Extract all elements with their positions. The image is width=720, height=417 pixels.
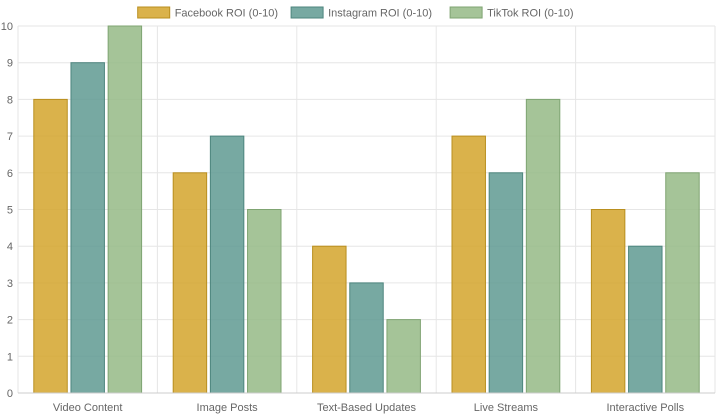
y-tick-label: 7 [7,131,13,143]
bar-facebook-2[interactable] [312,245,347,394]
bar-instagram-0[interactable] [70,62,105,394]
bar-facebook-0[interactable] [33,98,68,394]
bar-facebook-1[interactable] [172,172,208,394]
y-tick-label: 4 [7,241,13,253]
legend-label: Instagram ROI (0-10) [328,8,432,20]
y-tick-label: 3 [7,278,13,290]
legend-item-2[interactable]: TikTok ROI (0-10) [449,6,573,20]
bar-tiktok-2[interactable] [386,319,421,394]
legend-item-0[interactable]: Facebook ROI (0-10) [137,6,278,20]
y-tick-label: 8 [7,94,13,106]
bar-tiktok-4[interactable] [665,172,700,394]
legend-swatch [449,6,483,19]
bar-tiktok-0[interactable] [107,25,143,394]
x-tick-label: Image Posts [197,402,259,414]
x-tick-label: Live Streams [474,402,539,414]
y-tick-label: 0 [7,388,13,400]
legend-swatch [290,6,324,19]
bar-tiktok-3[interactable] [525,98,561,394]
legend-item-1[interactable]: Instagram ROI (0-10) [290,6,432,20]
bar-instagram-1[interactable] [209,135,245,394]
y-tick-label: 10 [1,21,13,33]
y-tick-label: 2 [7,315,13,327]
legend: Facebook ROI (0-10) Instagram ROI (0-10) T… [137,6,573,20]
legend-label: TikTok ROI (0-10) [487,8,573,20]
bar-instagram-2[interactable] [349,282,384,394]
bar-instagram-3[interactable] [488,172,524,394]
legend-swatch [137,6,171,19]
bar-tiktok-1[interactable] [247,209,282,394]
bars [33,25,700,394]
legend-label: Facebook ROI (0-10) [175,8,278,20]
x-tick-label: Video Content [53,402,123,414]
y-tick-label: 5 [7,205,13,217]
x-tick-label: Interactive Polls [606,402,684,414]
y-tick-label: 6 [7,168,13,180]
x-tick-label: Text-Based Updates [317,402,417,414]
bar-instagram-4[interactable] [628,245,663,394]
bar-facebook-4[interactable] [590,209,626,394]
y-tick-label: 1 [7,351,13,363]
axes: 0 1 2 3 4 5 6 7 8 9 10 Video Content Image Posts Text… [1,21,715,414]
y-tick-label: 9 [7,58,13,70]
bar-facebook-3[interactable] [451,135,486,394]
